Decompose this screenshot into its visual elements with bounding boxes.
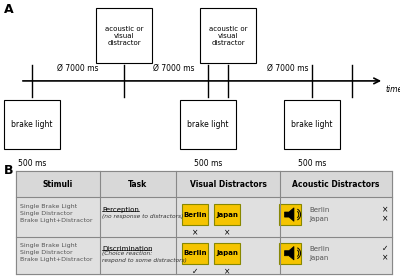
Text: (no response to distractors): (no response to distractors) bbox=[102, 214, 183, 219]
Text: Ø 7000 ms: Ø 7000 ms bbox=[153, 64, 195, 73]
Bar bbox=[182, 243, 208, 264]
Bar bbox=[16, 171, 100, 197]
Text: ✓: ✓ bbox=[192, 267, 198, 276]
Text: time: time bbox=[386, 85, 400, 93]
Bar bbox=[176, 237, 280, 274]
Text: (Choice reaction:
respond to some distractors): (Choice reaction: respond to some distra… bbox=[102, 251, 187, 263]
Text: ×: × bbox=[224, 267, 230, 276]
Text: brake light: brake light bbox=[291, 120, 333, 129]
Text: Visual Distractors: Visual Distractors bbox=[190, 180, 266, 189]
Text: Japan: Japan bbox=[310, 255, 329, 261]
Text: ×: × bbox=[382, 253, 388, 263]
Text: Acoustic Distractors: Acoustic Distractors bbox=[292, 180, 380, 189]
Text: acoustic or
visual
distractor: acoustic or visual distractor bbox=[209, 26, 247, 45]
Text: ✓: ✓ bbox=[382, 244, 388, 253]
Text: Single Brake Light
Single Distractor
Brake Light+Distractor: Single Brake Light Single Distractor Bra… bbox=[20, 242, 92, 261]
Text: Japan: Japan bbox=[310, 216, 329, 222]
Bar bbox=[182, 204, 208, 225]
Text: 500 ms: 500 ms bbox=[18, 158, 46, 168]
Text: brake light: brake light bbox=[11, 120, 53, 129]
Bar bbox=[279, 204, 301, 225]
Bar bbox=[280, 171, 392, 197]
Text: 500 ms: 500 ms bbox=[110, 0, 138, 2]
Bar bbox=[214, 243, 240, 264]
Text: 500 ms: 500 ms bbox=[194, 158, 222, 168]
Text: Single Brake Light
Single Distractor
Brake Light+Distractor: Single Brake Light Single Distractor Bra… bbox=[20, 204, 92, 223]
Text: ×: × bbox=[224, 229, 230, 238]
Text: Berlin: Berlin bbox=[310, 246, 330, 252]
Text: ×: × bbox=[192, 229, 198, 238]
Text: Ø 7000 ms: Ø 7000 ms bbox=[267, 64, 309, 73]
Bar bbox=[16, 197, 100, 237]
Bar bbox=[16, 237, 100, 274]
Text: brake light: brake light bbox=[187, 120, 229, 129]
FancyBboxPatch shape bbox=[180, 100, 236, 149]
Bar bbox=[214, 204, 240, 225]
Text: Japan: Japan bbox=[216, 211, 238, 218]
Text: Ø 7000 ms: Ø 7000 ms bbox=[57, 64, 99, 73]
Text: A: A bbox=[4, 3, 14, 16]
FancyBboxPatch shape bbox=[4, 100, 60, 149]
Text: ×: × bbox=[382, 205, 388, 214]
Text: Discrimination: Discrimination bbox=[102, 246, 153, 252]
Text: 500 ms: 500 ms bbox=[214, 0, 242, 2]
Text: Berlin: Berlin bbox=[310, 207, 330, 213]
Bar bbox=[16, 171, 392, 274]
Text: Stimuli: Stimuli bbox=[43, 180, 73, 189]
Bar bbox=[100, 171, 176, 197]
Bar bbox=[280, 197, 392, 237]
Text: ×: × bbox=[382, 215, 388, 224]
Text: Task: Task bbox=[128, 180, 148, 189]
Bar bbox=[279, 243, 301, 264]
Bar bbox=[100, 237, 176, 274]
FancyBboxPatch shape bbox=[284, 100, 340, 149]
Bar bbox=[280, 237, 392, 274]
FancyBboxPatch shape bbox=[96, 8, 152, 63]
Bar bbox=[176, 171, 280, 197]
Text: 500 ms: 500 ms bbox=[298, 158, 326, 168]
Text: acoustic or
visual
distractor: acoustic or visual distractor bbox=[105, 26, 143, 45]
Bar bbox=[100, 197, 176, 237]
Text: Perception: Perception bbox=[102, 207, 139, 213]
Polygon shape bbox=[284, 246, 294, 260]
Bar bbox=[176, 197, 280, 237]
Polygon shape bbox=[284, 208, 294, 221]
Text: Japan: Japan bbox=[216, 250, 238, 256]
FancyBboxPatch shape bbox=[200, 8, 256, 63]
Text: Berlin: Berlin bbox=[183, 250, 207, 256]
Text: Berlin: Berlin bbox=[183, 211, 207, 218]
Text: B: B bbox=[4, 164, 14, 177]
